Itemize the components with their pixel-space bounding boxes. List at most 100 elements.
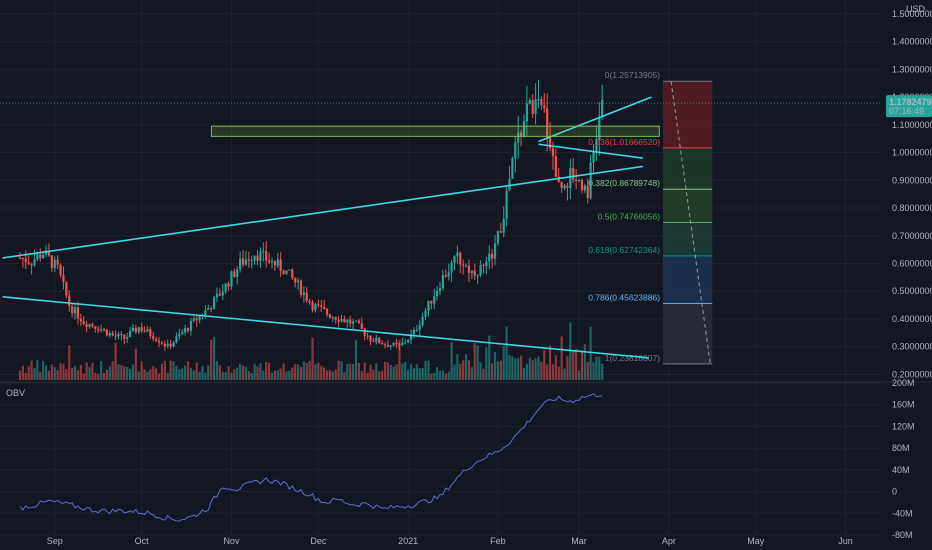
volume-bar — [343, 372, 346, 380]
volume-bar — [131, 364, 135, 380]
candle-body — [65, 281, 68, 296]
fibonacci-retracement[interactable]: 0(1.25713905) 0.236(1.01666520) 0.382(0.86… — [588, 70, 713, 365]
candle-body — [386, 344, 389, 347]
candle-body — [204, 309, 207, 316]
volume-bar — [294, 364, 297, 380]
volume-bar — [444, 373, 447, 380]
volume-bar — [572, 350, 575, 380]
volume-bar — [592, 362, 595, 380]
volume-bar — [412, 368, 416, 380]
fib-zone — [663, 81, 713, 148]
candle-body — [415, 329, 418, 331]
volume-bar — [207, 365, 210, 380]
candle-body — [88, 324, 91, 327]
volume-bar — [105, 369, 108, 380]
volume-bar — [212, 337, 216, 380]
candle-body — [531, 100, 534, 114]
volume-bar — [575, 348, 578, 380]
volume-bar — [546, 364, 549, 380]
candle-body — [73, 307, 77, 314]
candle-body — [473, 270, 476, 276]
candle-body — [195, 318, 198, 321]
volume-bar — [372, 369, 375, 380]
candle-body — [543, 105, 546, 109]
obv-indicator-pane[interactable]: 200M 160M 120M 80M 40M 0 -40M -80M — [19, 378, 915, 540]
candle-body — [50, 255, 53, 268]
candle-body — [175, 336, 178, 343]
volume-bar — [169, 360, 172, 380]
candle-body — [511, 158, 514, 179]
volume-bar — [421, 367, 424, 380]
candle-body — [296, 280, 300, 283]
candle-body — [262, 250, 265, 252]
candle-body — [149, 329, 152, 336]
candle-body — [357, 320, 360, 324]
candle-body — [340, 318, 343, 322]
volume-bar — [76, 370, 80, 380]
candle-body — [493, 243, 497, 259]
volume-bar — [102, 372, 106, 380]
candle-body — [586, 185, 589, 199]
resistance-zone-box — [210, 125, 660, 137]
volume-bar — [511, 356, 514, 380]
last-price-countdown: 07:16:49 — [889, 106, 924, 116]
candle-body — [404, 342, 407, 344]
volume-bar — [450, 342, 453, 380]
candle-body — [325, 309, 329, 315]
fib-zone — [663, 147, 713, 190]
candle-body — [505, 190, 508, 219]
candle-body — [256, 255, 259, 261]
volume-bar — [236, 367, 239, 380]
candle-body — [525, 103, 528, 122]
volume-bar — [259, 363, 262, 380]
volume-bar — [459, 363, 462, 380]
candle-body — [233, 271, 236, 277]
fib-zone — [663, 189, 713, 223]
candle-body — [184, 328, 187, 333]
candle-body — [163, 343, 166, 347]
time-axis[interactable]: Sep Oct Nov Dec 2021 Feb Mar Apr May Jun — [47, 536, 853, 546]
candle-body — [253, 255, 256, 261]
last-price-value: 1.17824793 — [889, 97, 932, 107]
price-tick-label: 0.30000000 — [892, 342, 932, 352]
volume-bar — [198, 371, 201, 380]
candle-body — [592, 151, 595, 163]
candle-body — [302, 292, 305, 296]
candle-body — [589, 162, 592, 199]
volume-bar — [30, 360, 33, 380]
volume-bar — [71, 367, 74, 380]
volume-bar — [288, 370, 291, 380]
candle-body — [546, 108, 549, 138]
price-tick-label: 0.80000000 — [892, 203, 932, 213]
candle-body — [79, 318, 82, 322]
volume-bar — [464, 354, 468, 380]
candle-body — [30, 263, 33, 266]
candle-body — [427, 300, 430, 311]
volume-bar — [517, 357, 520, 380]
volume-bar — [181, 368, 184, 380]
candle-body — [407, 339, 410, 343]
currency-label: USD — [906, 4, 926, 14]
volume-bar — [157, 373, 161, 380]
candle-body — [157, 340, 161, 343]
volume-bar — [395, 364, 398, 380]
candle-body — [268, 260, 271, 263]
candle-body — [352, 321, 355, 324]
volume-bar — [221, 371, 224, 380]
candle-body — [479, 264, 482, 276]
candle-body — [372, 340, 375, 342]
candle-body — [230, 271, 233, 287]
indicator-name: OBV — [6, 388, 25, 398]
volume-bar — [311, 337, 314, 380]
trendline-drawings[interactable] — [0, 96, 880, 359]
volume-bar — [204, 372, 207, 380]
price-axis[interactable]: 1.500000001.400000001.300000001.20000000… — [886, 9, 932, 380]
volume-bar — [291, 367, 294, 380]
volume-bar — [42, 361, 45, 380]
volume-bar — [447, 371, 450, 380]
candle-body — [438, 288, 442, 291]
volume-bar — [184, 365, 187, 380]
candle-body — [566, 185, 569, 189]
